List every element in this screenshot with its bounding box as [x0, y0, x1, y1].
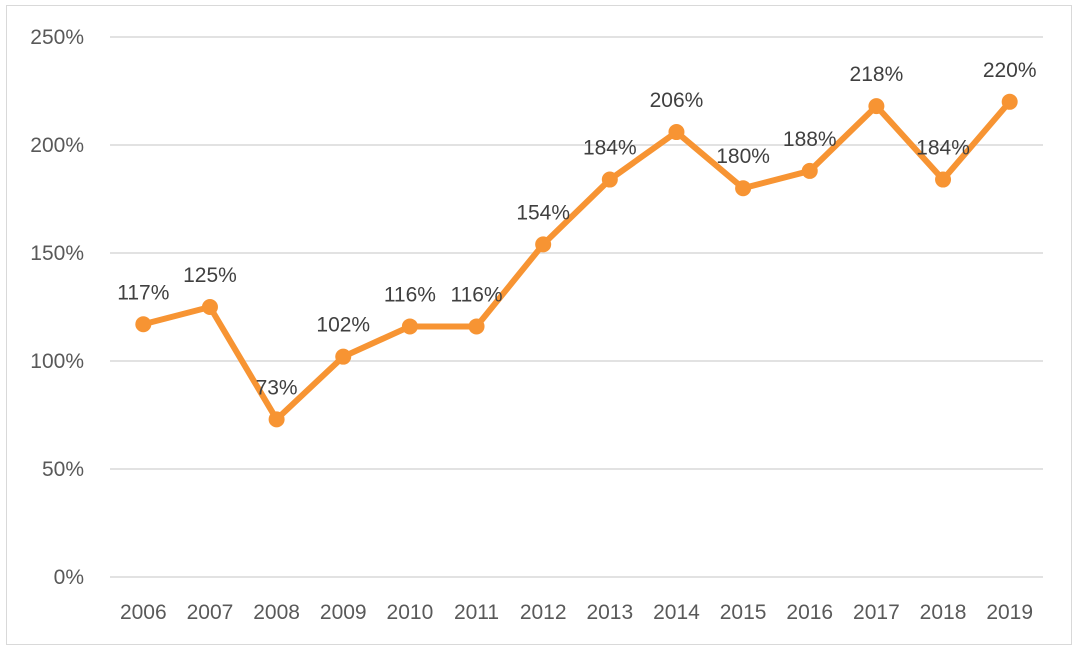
- data-point: [401, 318, 418, 335]
- x-tick-label: 2015: [720, 601, 767, 624]
- x-tick-label: 2009: [320, 601, 367, 624]
- data-point: [535, 236, 552, 253]
- x-tick-label: 2010: [387, 601, 434, 624]
- x-tick-label: 2017: [853, 601, 900, 624]
- y-axis-tick-labels: 0% 50% 100% 150% 200% 250%: [30, 26, 84, 589]
- x-tick-label: 2011: [454, 601, 499, 624]
- data-label: 125%: [183, 264, 237, 287]
- data-label: 180%: [716, 145, 770, 168]
- data-label: 73%: [256, 376, 298, 399]
- x-tick-label: 2019: [986, 601, 1033, 624]
- data-label: 184%: [916, 137, 970, 160]
- data-point: [668, 124, 685, 141]
- data-point: [935, 171, 952, 188]
- data-label: 184%: [583, 137, 637, 160]
- data-label: 116%: [384, 283, 436, 306]
- x-tick-label: 2018: [920, 601, 967, 624]
- data-labels: 117% 125% 73% 102% 116% 116% 154% 184% 206% 180% 1…: [117, 59, 1036, 400]
- y-tick-label: 250%: [30, 26, 84, 49]
- data-label: 154%: [516, 201, 570, 224]
- x-tick-label: 2006: [120, 601, 167, 624]
- data-label: 220%: [983, 59, 1037, 82]
- data-point: [268, 411, 285, 428]
- data-label: 102%: [316, 314, 370, 337]
- gridlines: [110, 36, 1043, 578]
- data-point: [1001, 93, 1018, 110]
- data-point: [335, 348, 352, 365]
- x-tick-label: 2016: [786, 601, 833, 624]
- y-tick-label: 200%: [30, 134, 84, 157]
- y-tick-label: 100%: [30, 350, 84, 373]
- x-tick-label: 2012: [520, 601, 567, 624]
- data-label: 206%: [650, 89, 704, 112]
- series-layer: [135, 93, 1018, 428]
- data-point: [801, 162, 818, 179]
- data-point: [735, 180, 752, 197]
- data-label: 218%: [850, 63, 904, 86]
- data-label: 116%: [450, 283, 502, 306]
- y-tick-label: 50%: [42, 458, 84, 481]
- y-tick-label: 0%: [54, 566, 84, 589]
- data-point: [868, 98, 885, 115]
- data-label: 117%: [117, 281, 169, 304]
- chart-frame: [6, 5, 1072, 645]
- x-axis-tick-labels: 2006 2007 2008 2009 2010 2011 2012 2013 2014 2015…: [120, 601, 1033, 624]
- x-tick-label: 2008: [253, 601, 300, 624]
- x-tick-label: 2007: [187, 601, 234, 624]
- data-point: [135, 316, 152, 333]
- y-tick-label: 150%: [30, 242, 84, 265]
- data-point: [601, 171, 618, 188]
- data-point: [468, 318, 485, 335]
- data-label: 188%: [783, 128, 837, 151]
- series-line: [140, 98, 1013, 423]
- x-tick-label: 2013: [586, 601, 633, 624]
- x-tick-label: 2014: [653, 601, 700, 624]
- data-point: [201, 299, 218, 315]
